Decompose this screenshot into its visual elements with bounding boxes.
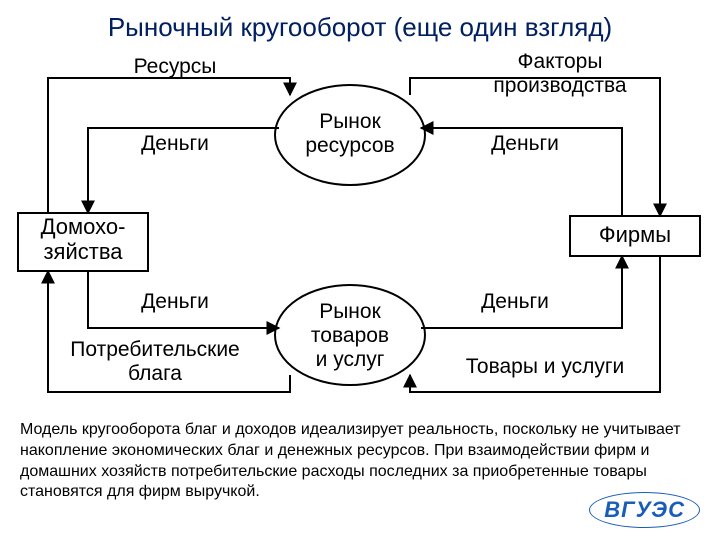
- university-logo: ВГУЭС: [589, 492, 700, 528]
- households-label: Домохо-зяйства: [18, 214, 148, 265]
- label-money-tl: Деньги: [100, 132, 250, 156]
- goods-market-label: Рыноктоварови услуг: [275, 300, 425, 372]
- firms-label: Фирмы: [570, 222, 700, 247]
- label-goods-services: Товары и услуги: [440, 355, 650, 379]
- caption-text: Модель кругооборота благ и доходов идеал…: [20, 420, 700, 503]
- label-money-tr: Деньги: [450, 132, 600, 156]
- label-resources: Ресурсы: [90, 55, 260, 79]
- resource-market-label: Рынокресурсов: [275, 110, 425, 158]
- label-factors: Факторыпроизводства: [460, 50, 660, 98]
- label-money-br: Деньги: [440, 290, 590, 314]
- label-money-bl: Деньги: [100, 290, 250, 314]
- label-consumer-goods: Потребительскиеблага: [40, 338, 270, 386]
